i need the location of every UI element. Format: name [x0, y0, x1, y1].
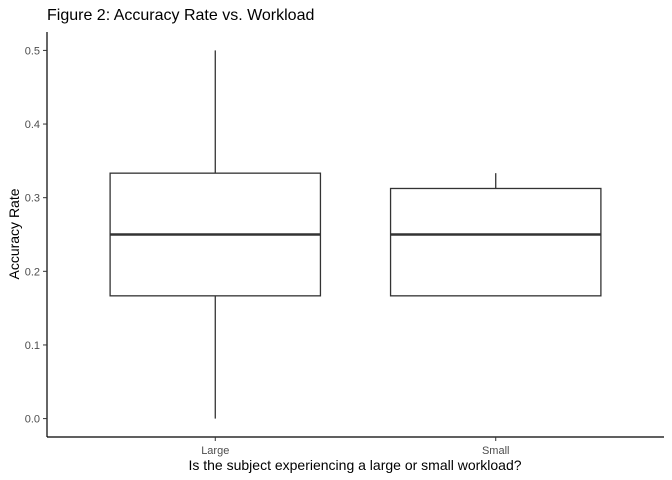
- box-large: [109, 50, 322, 419]
- y-tick-label: 0.0: [25, 414, 40, 426]
- y-tick-label: 0.2: [25, 266, 40, 278]
- y-tick-label: 0.5: [25, 45, 40, 57]
- x-axis-title: Is the subject experiencing a large or s…: [188, 457, 521, 473]
- interquartile-box: [389, 187, 602, 297]
- box-small: [389, 173, 602, 297]
- y-axis-ticks: 0.0 0.1 0.2 0.3 0.4 0.5: [25, 45, 47, 426]
- y-tick-label: 0.4: [25, 119, 40, 131]
- y-tick-label: 0.1: [25, 340, 40, 352]
- y-tick-label: 0.3: [25, 193, 40, 205]
- x-tick-label: Large: [201, 445, 229, 457]
- x-tick-label: Small: [482, 445, 510, 457]
- boxplot-boxes: [109, 50, 602, 419]
- chart-title: Figure 2: Accuracy Rate vs. Workload: [47, 7, 314, 24]
- x-axis-ticks: Large Small: [201, 437, 509, 457]
- y-axis-title: Accuracy Rate: [6, 188, 22, 279]
